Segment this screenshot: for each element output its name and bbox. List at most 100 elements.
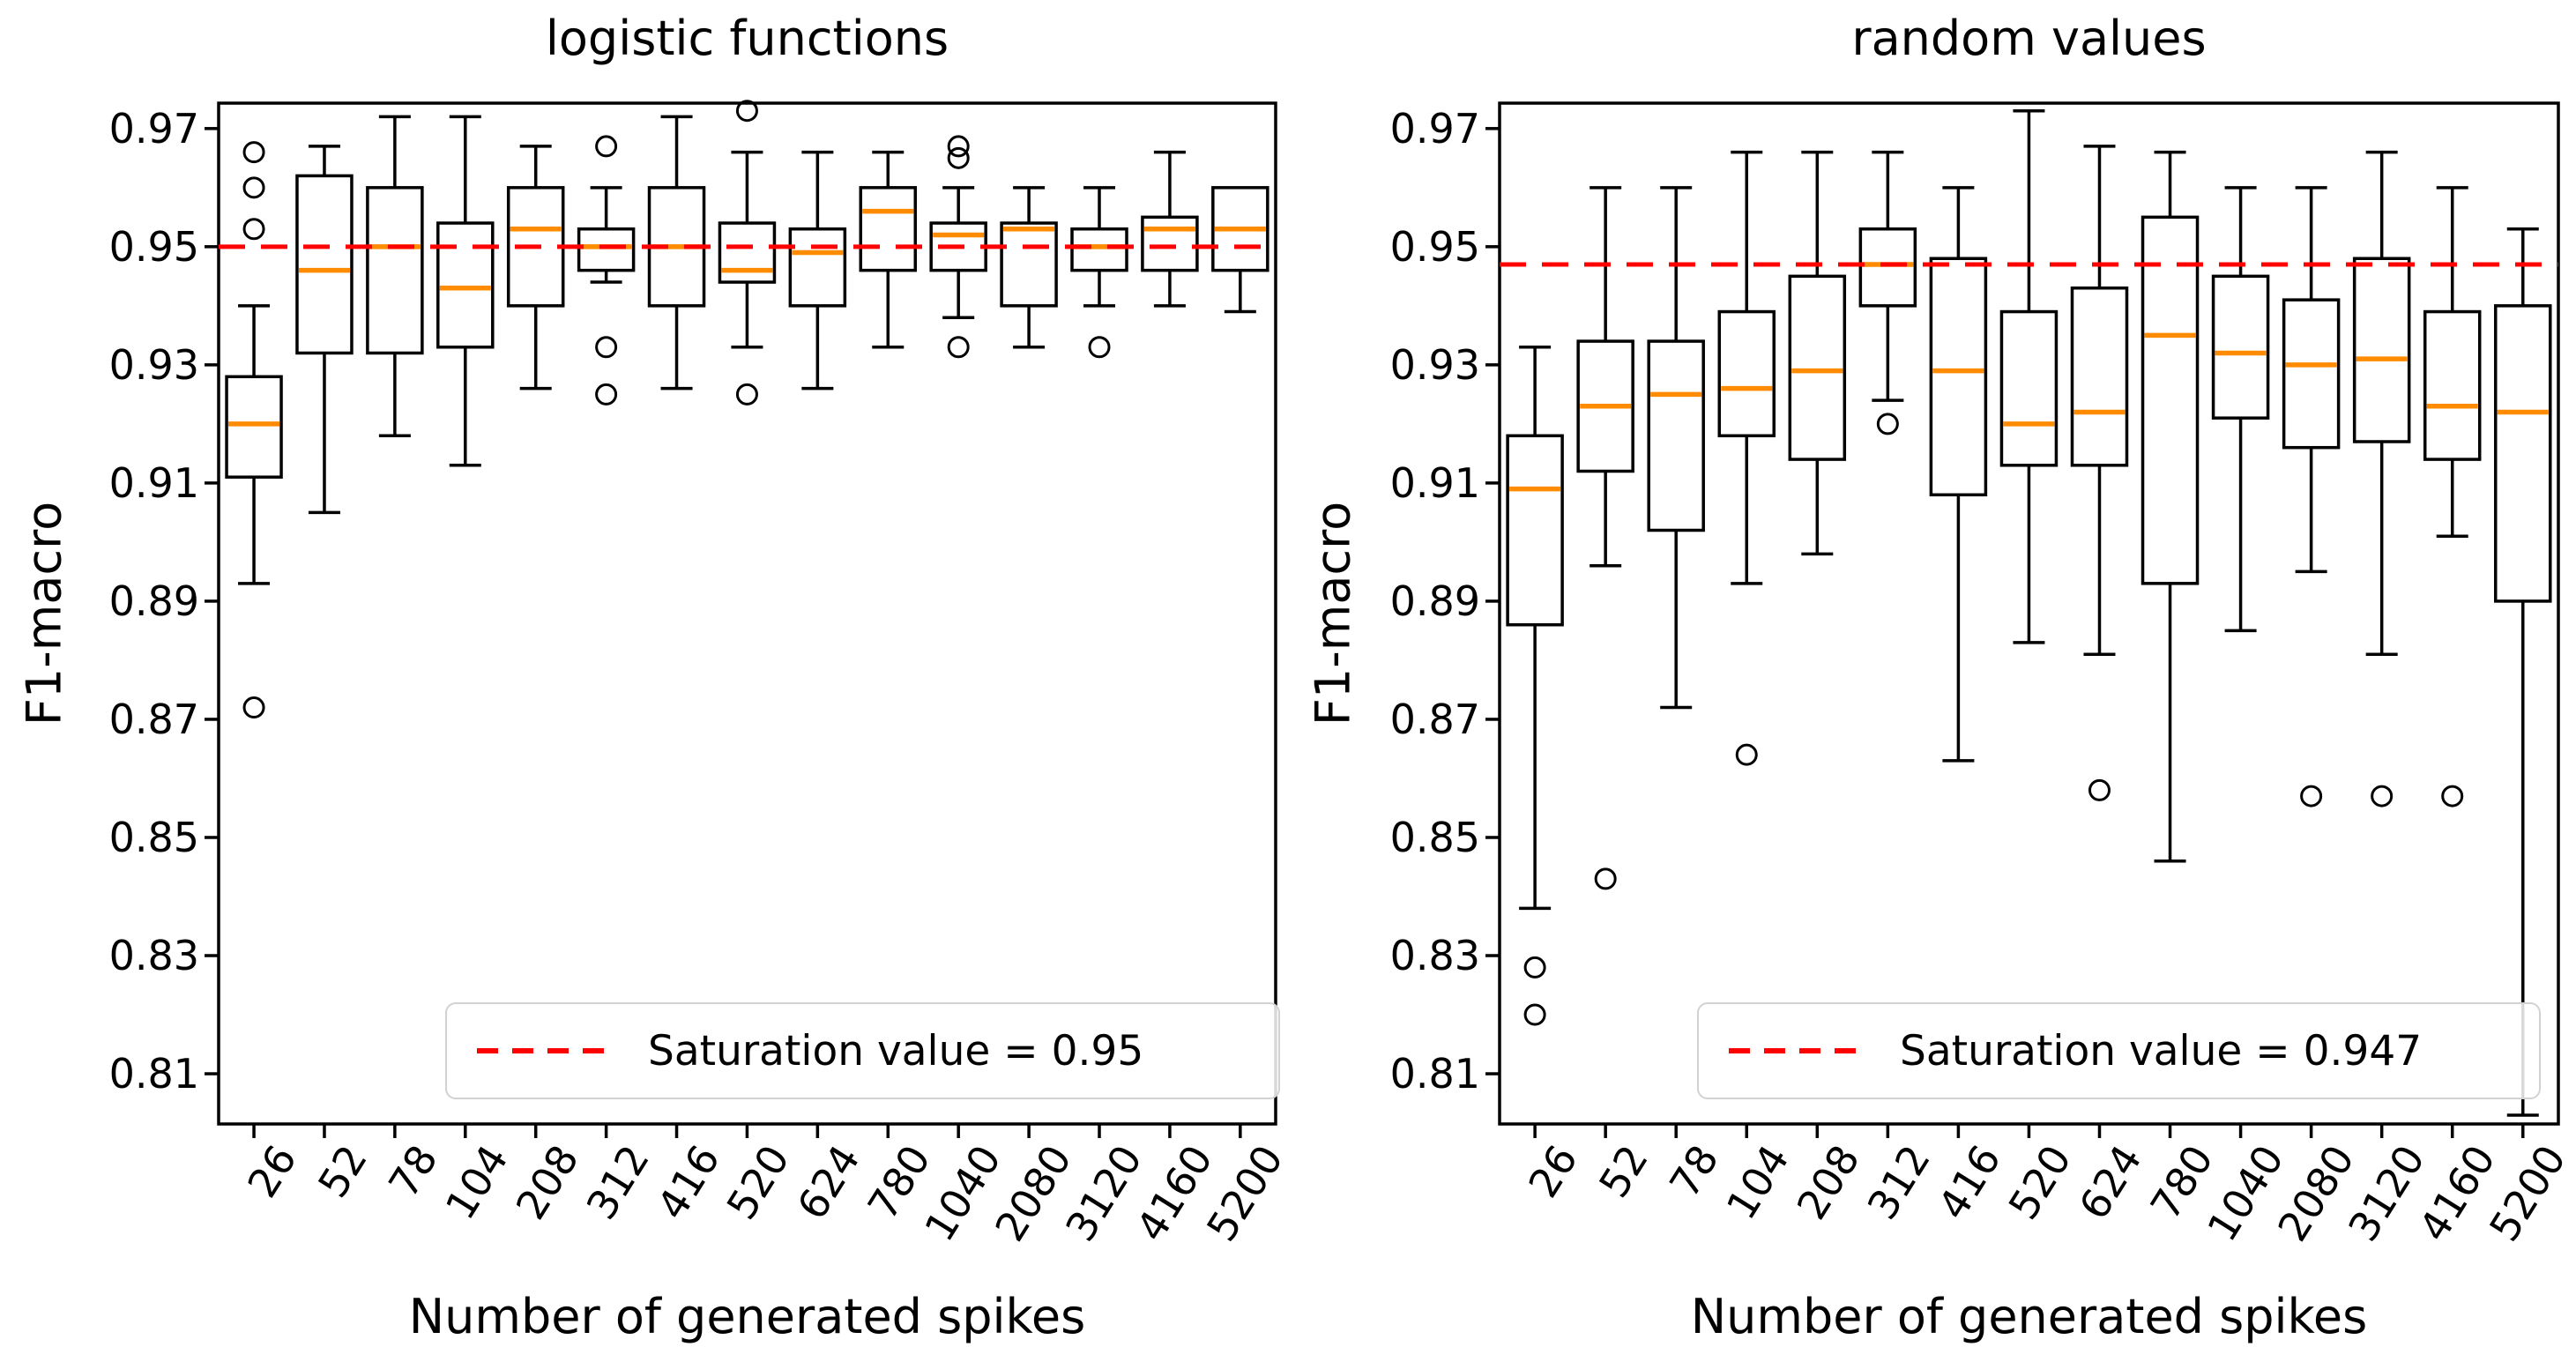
y-tick-label: 0.83 (1389, 932, 1480, 979)
box-5200 (1211, 186, 1269, 314)
y-tick-label: 0.85 (108, 813, 199, 861)
box-2080 (1000, 186, 1058, 349)
y-tick-label: 0.91 (108, 458, 199, 507)
outlier-point (242, 218, 265, 241)
box-312 (1858, 150, 1917, 435)
box-4160 (1141, 150, 1199, 308)
iqr-box (2211, 274, 2270, 420)
y-axis-label-right: F1-macro (1305, 501, 1361, 726)
y-tick-label: 0.93 (108, 340, 199, 389)
box-52 (1576, 186, 1634, 890)
box-312 (577, 135, 636, 406)
outlier-point (735, 383, 758, 406)
iqr-box (1788, 274, 1847, 461)
iqr-box (1999, 309, 2059, 467)
y-tick-label: 0.81 (1389, 1050, 1480, 1098)
box-104 (1717, 150, 1776, 766)
iqr-box (225, 375, 283, 479)
box-26 (1506, 346, 1564, 1026)
box-624 (2070, 145, 2129, 801)
box-26 (225, 141, 283, 719)
x-axis-label-right: Number of generated spikes (1690, 1289, 2368, 1344)
iqr-box (2140, 215, 2200, 585)
box-1040 (2211, 186, 2270, 633)
iqr-box (366, 186, 424, 355)
y-tick-label: 0.81 (108, 1050, 199, 1098)
outlier-point (735, 100, 758, 123)
y-tick-label: 0.89 (1389, 577, 1480, 625)
outlier-point (242, 141, 265, 164)
outlier-point (947, 135, 970, 158)
iqr-box (577, 227, 636, 272)
box-4160 (2423, 186, 2482, 808)
iqr-box (1858, 227, 1917, 308)
iqr-box (1506, 434, 1564, 627)
outlier-point (2088, 778, 2111, 801)
iqr-box (295, 174, 354, 355)
box-1040 (929, 135, 987, 359)
box-78 (1647, 186, 1705, 710)
box-520 (1999, 108, 2059, 644)
box-3120 (1070, 186, 1128, 359)
y-tick-label: 0.95 (108, 222, 199, 271)
y-tick-label: 0.91 (1389, 458, 1480, 507)
plot-title-right: random values (1851, 11, 2207, 66)
outlier-point (1594, 867, 1617, 890)
outlier-point (2371, 785, 2394, 808)
iqr-box (1929, 257, 1988, 497)
y-tick-label: 0.83 (108, 932, 199, 979)
iqr-box (788, 227, 847, 308)
box-5200 (2494, 227, 2552, 1117)
iqr-box (1070, 227, 1128, 272)
y-tick-label: 0.87 (108, 695, 199, 743)
outlier-point (595, 135, 618, 158)
box-78 (366, 115, 424, 438)
y-tick-label: 0.89 (108, 577, 199, 625)
y-tick-label: 0.87 (1389, 695, 1480, 743)
outlier-point (1088, 336, 1111, 359)
iqr-box (436, 221, 495, 349)
outlier-point (1876, 413, 1899, 435)
outlier-point (1523, 1003, 1546, 1026)
iqr-box (1000, 221, 1058, 308)
iqr-box (1141, 215, 1199, 272)
outlier-point (595, 336, 618, 359)
iqr-box (2352, 257, 2411, 443)
legend-left: Saturation value = 0.95 (445, 1002, 1280, 1099)
box-416 (1929, 186, 1988, 763)
saturation-line-sample-icon (1729, 1048, 1863, 1053)
y-tick-label: 0.97 (1389, 104, 1480, 153)
y-tick-label: 0.93 (1389, 340, 1480, 389)
legend-label-left: Saturation value = 0.95 (648, 1026, 1144, 1075)
legend-label-right: Saturation value = 0.947 (1900, 1026, 2423, 1075)
y-axis-label-left: F1-macro (16, 501, 72, 726)
box-52 (295, 145, 354, 515)
iqr-box (1717, 309, 1776, 438)
y-tick-label: 0.95 (1389, 222, 1480, 271)
x-axis-label-left: Number of generated spikes (408, 1289, 1086, 1344)
iqr-box (2494, 304, 2552, 603)
box-780 (859, 150, 918, 349)
box-104 (436, 115, 495, 467)
iqr-box (1647, 339, 1705, 532)
y-tick-label: 0.97 (108, 104, 199, 153)
box-2080 (2282, 186, 2341, 808)
outlier-point (242, 696, 265, 719)
box-3120 (2352, 150, 2411, 808)
box-780 (2140, 150, 2200, 863)
outlier-point (1735, 743, 1758, 766)
box-624 (788, 150, 847, 391)
iqr-box (2423, 309, 2482, 461)
outlier-point (2300, 785, 2323, 808)
iqr-box (2070, 287, 2129, 467)
outlier-point (1523, 956, 1546, 979)
outlier-point (2441, 785, 2464, 808)
saturation-line-sample-icon (477, 1048, 611, 1053)
box-208 (1788, 150, 1847, 556)
plot-title-left: logistic functions (545, 11, 949, 66)
outlier-point (947, 336, 970, 359)
box-520 (718, 100, 777, 406)
outlier-point (947, 146, 970, 169)
